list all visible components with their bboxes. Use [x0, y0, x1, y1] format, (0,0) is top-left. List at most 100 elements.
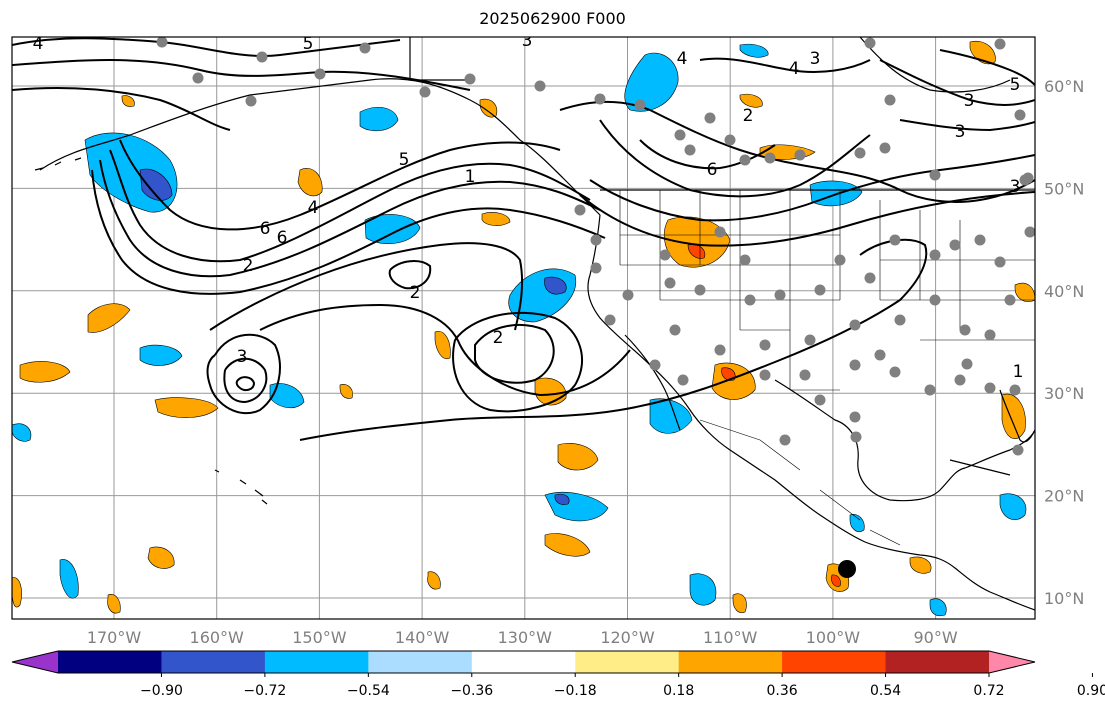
station-dot: [924, 384, 936, 396]
longitude-tick-label: 90°W: [914, 628, 958, 647]
station-dot: [759, 369, 771, 381]
positive-anomaly-area: [339, 384, 353, 399]
station-dot: [849, 319, 861, 331]
station-dot: [799, 369, 811, 381]
contour-line: [99, 159, 601, 278]
cuba: [949, 459, 1011, 476]
station-dot: [850, 431, 862, 443]
contour-line: [12, 59, 471, 91]
map-title: 2025062900 F000: [479, 9, 626, 28]
colorbar-segment: [885, 651, 990, 673]
positive-anomaly-area: [557, 442, 599, 471]
contour-line: [209, 242, 524, 331]
longitude-tick-label: 150°W: [292, 628, 347, 647]
contour-value-label: 5: [303, 34, 314, 54]
hudson-bay: [859, 37, 1011, 93]
colorbar-segment: [58, 651, 162, 673]
negative-anomaly-area: [689, 573, 717, 606]
positive-anomaly-area: [434, 331, 451, 360]
station-dot: [954, 374, 966, 386]
station-dot: [649, 359, 661, 371]
station-dot: [984, 329, 996, 341]
positive-anomaly-area: [427, 571, 441, 590]
baja-peninsula: [624, 334, 681, 431]
contour-value-label: 1: [465, 167, 476, 187]
station-dot: [156, 37, 168, 48]
longitude-tick-label: 120°W: [600, 628, 655, 647]
station-dot: [879, 142, 891, 154]
contour-value-label: 2: [493, 328, 504, 348]
colorbar-tick-label: 0.36: [767, 683, 798, 699]
contour-value-label: 4: [789, 59, 800, 79]
anomaly-shading: [12, 40, 1035, 617]
station-dot: [994, 256, 1006, 268]
negative-anomaly-area: [849, 514, 865, 532]
canada-interior: [409, 37, 470, 81]
longitude-tick-label: 160°W: [190, 628, 245, 647]
gulf-of-mexico-coast: [774, 379, 1035, 502]
colorbar-segment: [471, 651, 576, 673]
contour-value-label: 5: [399, 150, 410, 170]
station-dot: [889, 234, 901, 246]
latitude-tick-label: 10°N: [1044, 589, 1084, 608]
positive-anomaly-core: [721, 367, 736, 381]
contour-line: [899, 119, 1035, 132]
station-dot: [634, 99, 646, 111]
station-dot: [994, 38, 1006, 50]
contour-line: [589, 154, 1035, 222]
station-dot: [864, 37, 876, 49]
station-dot: [694, 284, 706, 296]
station-dot: [984, 382, 996, 394]
colorbar-tick-label: −0.90: [140, 683, 183, 699]
station-dot: [1009, 384, 1021, 396]
contour-line: [388, 260, 432, 290]
station-dot: [674, 129, 686, 141]
station-dot: [1012, 444, 1024, 456]
station-dot: [245, 95, 257, 107]
negative-anomaly-area: [359, 107, 399, 132]
contour-line: [12, 37, 401, 57]
positive-anomaly-area: [732, 593, 747, 613]
positive-anomaly-area: [297, 168, 323, 197]
contour-line: [599, 119, 871, 198]
contour-value-label: 6: [277, 228, 288, 248]
height-contours: [12, 37, 1035, 441]
contour-line: [639, 139, 776, 170]
latitude-tick-label: 20°N: [1044, 487, 1084, 506]
station-dot: [834, 254, 846, 266]
contour-line: [119, 139, 561, 231]
contour-line: [299, 238, 928, 441]
longitude-axis: 170°W 160°W 150°W 140°W 130°W 120°W 110°W 100°W…: [87, 628, 958, 647]
longitude-tick-label: 130°W: [498, 628, 553, 647]
station-dot: [814, 284, 826, 296]
negative-anomaly-area: [59, 559, 79, 599]
contour-line: [879, 59, 1035, 106]
colorbar-max-extend: [989, 651, 1035, 673]
negative-anomaly-area: [269, 383, 305, 409]
contour-value-label: 6: [707, 160, 718, 180]
station-dot: [464, 73, 476, 85]
contour-value-label: 6: [260, 219, 271, 239]
contour-value-label: 3: [237, 347, 248, 367]
negative-anomaly-area: [999, 493, 1027, 520]
colorbar-tick-label: 0.72: [973, 683, 1004, 699]
station-dot: [779, 434, 791, 446]
station-dot: [724, 134, 736, 146]
station-dot: [774, 289, 786, 301]
north-america-west-coast: [587, 214, 1035, 611]
contour-line: [235, 376, 256, 392]
station-dot: [849, 359, 861, 371]
latitude-axis: 60°N 50°N 40°N 30°N 20°N 10°N: [1044, 77, 1084, 608]
colorbar-segment: [264, 651, 369, 673]
station-dot: [739, 154, 751, 166]
positive-anomaly-area: [479, 98, 498, 118]
latitude-tick-label: 50°N: [1044, 179, 1084, 198]
station-dot: [192, 72, 204, 84]
colorbar-segment: [575, 651, 680, 673]
contour-value-label: 3: [1010, 177, 1021, 197]
contour-value-label: 2: [410, 283, 421, 303]
longitude-tick-label: 100°W: [806, 628, 861, 647]
station-dot: [534, 80, 546, 92]
positive-anomaly-area: [147, 546, 175, 569]
